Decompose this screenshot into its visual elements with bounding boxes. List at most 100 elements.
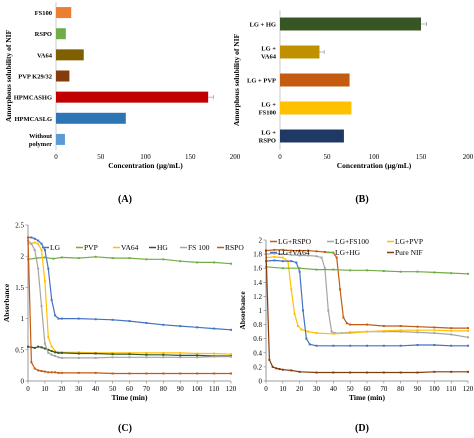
data-point-d-3: [382, 344, 385, 347]
legend-label-c-1: PVP: [84, 243, 98, 252]
data-point-d-0: [345, 322, 348, 325]
data-point-c-0: [111, 318, 114, 321]
data-point-c-5: [94, 371, 97, 374]
data-point-d-1: [281, 253, 284, 256]
data-point-c-2: [33, 241, 36, 244]
data-point-c-4: [213, 355, 216, 358]
data-point-d-4: [433, 271, 436, 274]
data-point-d-1: [273, 252, 276, 255]
data-point-d-2: [281, 256, 284, 259]
x-tick-label-d: 40: [330, 385, 338, 393]
x-tick-label-c: 10: [41, 385, 49, 393]
data-point-d-5: [265, 249, 267, 252]
x-tick-label-d: 120: [463, 385, 474, 393]
data-point-c-3: [40, 346, 43, 349]
x-axis-title-c: Time (min): [112, 393, 148, 402]
data-point-c-2: [40, 248, 43, 251]
data-point-c-0: [162, 323, 165, 326]
category-label-a-3: PVP K29/32: [18, 74, 52, 81]
panel-label-b: (B): [355, 194, 368, 205]
data-point-c-4: [40, 305, 43, 308]
data-point-c-2: [37, 242, 40, 245]
data-point-d-0: [335, 256, 338, 259]
data-point-d-3: [273, 259, 276, 262]
x-tick-label-b: 0: [278, 153, 282, 161]
data-point-d-3: [305, 337, 308, 340]
data-point-d-0: [298, 249, 301, 252]
bar-b-3: [280, 101, 352, 115]
data-point-d-2: [382, 329, 385, 332]
data-point-c-4: [60, 356, 63, 359]
data-point-c-3: [196, 354, 199, 357]
data-point-d-1: [334, 332, 337, 335]
data-point-c-4: [196, 356, 199, 359]
data-point-d-2: [300, 328, 303, 331]
data-point-c-3: [111, 353, 114, 356]
bar-a-6: [56, 133, 65, 145]
data-point-c-0: [179, 325, 182, 328]
panel-label-a: (A): [118, 194, 132, 205]
x-tick-label-c: 90: [177, 385, 185, 393]
y-tick-label-d: 1.6: [253, 265, 262, 273]
y-tick-label-d: 1: [259, 307, 263, 315]
data-point-c-1: [111, 257, 114, 260]
data-point-d-5: [271, 365, 274, 368]
x-tick-label-b: 200: [463, 153, 474, 161]
data-point-c-0: [37, 239, 40, 242]
y-tick-label-d: 1.2: [253, 293, 262, 301]
data-point-c-4: [94, 356, 97, 359]
legend-label-c-5: RSPO: [225, 243, 244, 252]
data-point-c-0: [33, 237, 36, 240]
x-tick-label-d: 80: [397, 385, 405, 393]
data-point-c-2: [111, 351, 114, 354]
data-point-d-0: [281, 248, 284, 251]
data-point-c-3: [77, 352, 80, 355]
data-point-c-5: [27, 236, 29, 239]
data-point-d-0: [416, 325, 419, 328]
data-point-c-3: [60, 351, 63, 354]
data-point-d-5: [399, 371, 402, 374]
data-point-d-5: [349, 371, 352, 374]
x-tick-label-d: 70: [380, 385, 388, 393]
category-label-line: LG + PVP: [247, 78, 276, 85]
data-point-d-1: [433, 332, 436, 335]
y-tick-label-d: 0.8: [253, 321, 262, 329]
data-point-d-5: [315, 371, 318, 374]
data-point-c-5: [47, 371, 50, 374]
data-point-d-2: [315, 332, 318, 335]
data-point-c-2: [77, 351, 80, 354]
data-point-c-5: [128, 372, 131, 375]
data-point-d-1: [323, 267, 326, 270]
data-point-d-4: [298, 267, 301, 270]
data-point-c-5: [111, 372, 114, 375]
x-tick-label-c: 100: [192, 385, 203, 393]
bar-a-2: [56, 49, 84, 61]
y-tick-label-c: 0.5: [15, 346, 24, 354]
data-point-c-3: [179, 354, 182, 357]
legend-label-c-4: FS 100: [188, 243, 210, 252]
data-point-d-5: [332, 371, 335, 374]
data-point-d-1: [416, 331, 419, 334]
data-point-c-3: [145, 353, 148, 356]
data-point-c-1: [128, 257, 131, 260]
data-point-d-3: [450, 344, 453, 347]
data-point-d-3: [349, 344, 352, 347]
data-point-c-1: [43, 256, 46, 259]
legend-label-c-2: VA64: [121, 243, 139, 252]
data-point-c-3: [27, 345, 29, 348]
data-point-c-4: [33, 248, 36, 251]
data-point-d-3: [416, 344, 419, 347]
data-point-d-1: [467, 336, 469, 339]
data-point-d-5: [268, 358, 271, 361]
category-label-line: LG + HG: [250, 22, 276, 29]
data-point-c-4: [43, 342, 46, 345]
data-point-c-5: [213, 372, 216, 375]
data-point-d-2: [293, 313, 296, 316]
category-label-line: VA64: [261, 54, 277, 61]
data-point-d-5: [290, 369, 293, 372]
data-point-d-5: [275, 367, 278, 370]
data-point-c-1: [52, 257, 55, 260]
data-point-d-0: [349, 323, 352, 326]
series-line-d-5: [265, 250, 468, 374]
y-axis-title-c: Absorbance: [2, 283, 11, 322]
